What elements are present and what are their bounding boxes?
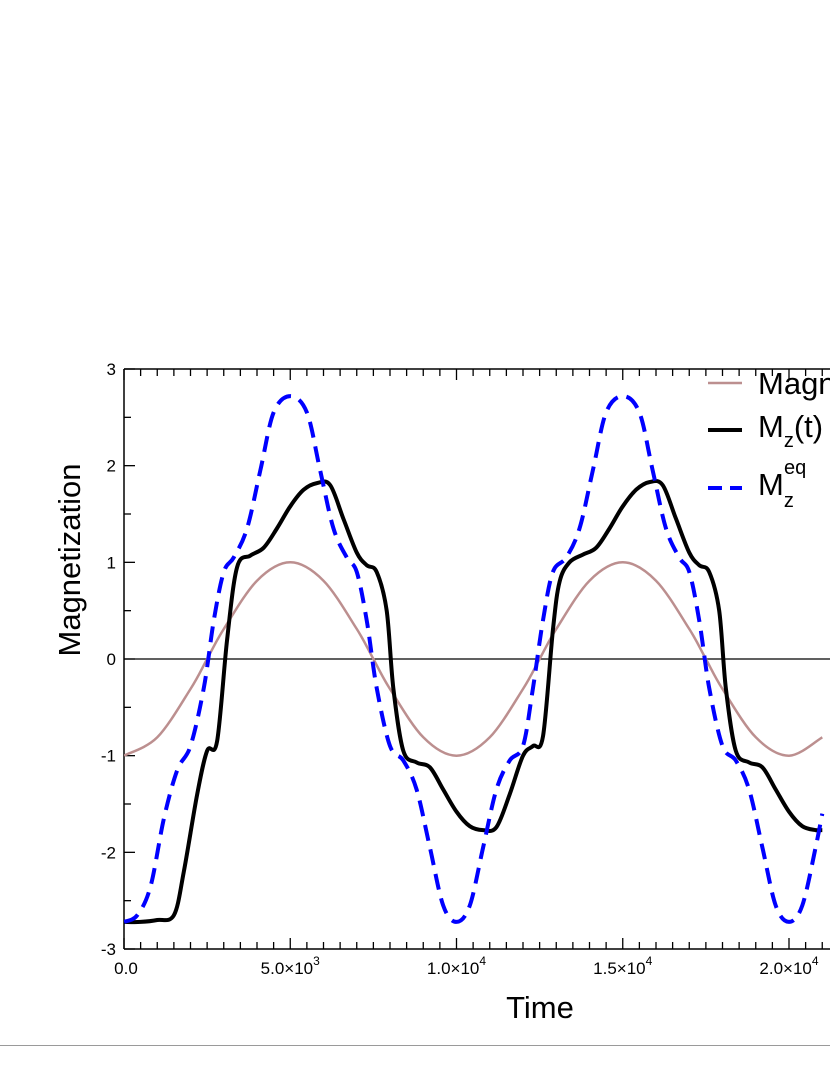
y-tick-label: 1 xyxy=(107,553,116,572)
series-mz-line xyxy=(124,478,823,925)
legend-mzeq-sub: z xyxy=(784,490,794,512)
legend-label-mz: Mz(t) xyxy=(758,409,823,452)
legend-mzeq-sup: eq xyxy=(784,457,806,479)
x-tick-label: 1.0×104 xyxy=(427,954,486,978)
x-tick-label: 1.5×104 xyxy=(593,954,652,978)
axis-ticks xyxy=(123,368,823,950)
legend-mzeq-main: M xyxy=(758,467,784,502)
y-tick-label: 2 xyxy=(107,457,116,476)
tick-labels: 0.0 5.0×103 1.0×104 1.5×104 2.0×104-3-2-1012… xyxy=(101,360,819,978)
x-tick-label: 0.0 xyxy=(114,959,138,978)
y-tick-label: -1 xyxy=(101,747,116,766)
x-tick-label: 2.0×104 xyxy=(759,954,818,978)
y-tick-label: 0 xyxy=(107,650,116,669)
series-mzeq-line xyxy=(124,394,825,924)
x-tick-label-mantissa: 2.0×10 xyxy=(759,959,811,978)
legend-mz-sub: z xyxy=(784,430,794,452)
x-tick-label-exponent: 4 xyxy=(479,954,486,968)
x-tick-label-mantissa: 5.0×10 xyxy=(261,959,313,978)
bottom-divider xyxy=(0,1045,830,1046)
x-tick-label-mantissa: 0.0 xyxy=(114,959,138,978)
legend-label-mzeq: Mz eq xyxy=(758,457,806,512)
x-tick-label: 5.0×103 xyxy=(261,954,320,978)
series-group xyxy=(124,394,825,925)
legend: Magn Mz(t) Mzeq xyxy=(708,366,830,512)
x-tick-label-mantissa: 1.5×10 xyxy=(593,959,645,978)
y-tick-label: -2 xyxy=(101,843,116,862)
legend-mz-main: M xyxy=(758,409,784,444)
legend-mz-rest: (t) xyxy=(794,409,823,444)
legend-label-magn: Magn xyxy=(758,366,830,401)
y-axis-title: Magnetization xyxy=(52,463,87,656)
x-tick-label-mantissa: 1.0×10 xyxy=(427,959,479,978)
x-tick-label-exponent: 4 xyxy=(646,954,653,968)
y-tick-label: 3 xyxy=(107,360,116,379)
x-tick-label-exponent: 4 xyxy=(812,954,819,968)
x-axis-title: Time xyxy=(506,990,574,1025)
x-tick-label-exponent: 3 xyxy=(313,954,320,968)
y-tick-label: -3 xyxy=(101,940,116,959)
